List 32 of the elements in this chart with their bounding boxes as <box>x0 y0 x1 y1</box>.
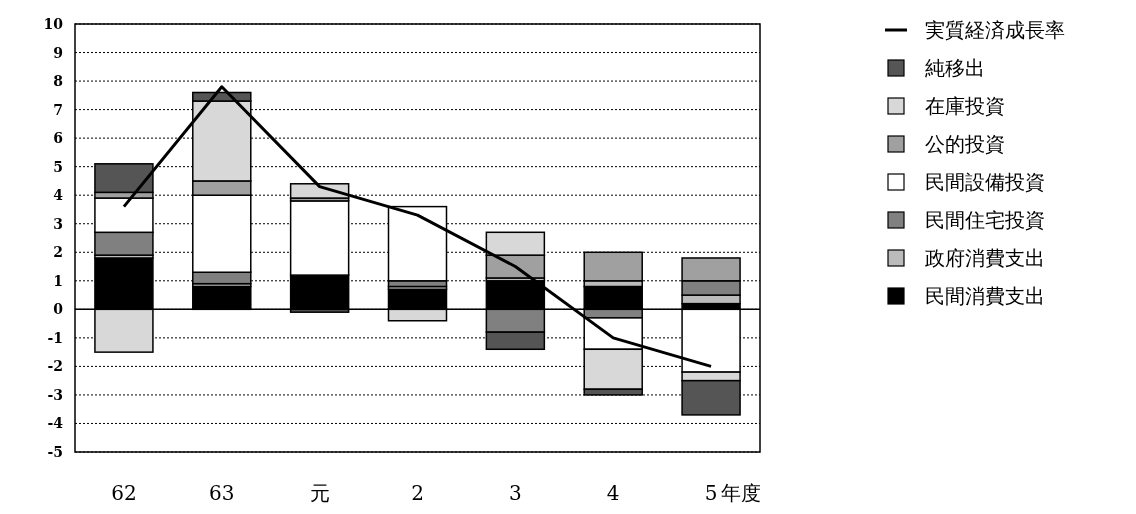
x-tick-label: 63 <box>209 481 235 505</box>
y-tick-label: 7 <box>53 101 63 118</box>
x-tick-label: 2 <box>411 481 424 505</box>
y-tick-label: -2 <box>47 358 63 375</box>
y-tick-label: 8 <box>53 73 63 90</box>
y-tick-label: -3 <box>47 386 63 403</box>
legend-label: 純移出 <box>925 56 985 80</box>
x-tick-label: 5 <box>704 481 718 505</box>
y-tick-label: -5 <box>47 444 63 460</box>
legend-label: 公的投資 <box>925 132 1005 156</box>
x-tick-label: 4 <box>606 481 620 505</box>
legend-label: 民間住宅投資 <box>925 208 1045 232</box>
y-tick-label: 0 <box>53 301 64 318</box>
x-tick-label: 62 <box>111 481 137 505</box>
y-tick-label: 4 <box>53 187 64 204</box>
y-tick-label: 10 <box>43 16 64 32</box>
y-tick-label: -1 <box>47 329 63 346</box>
x-tick-label: 3 <box>508 481 522 505</box>
y-tick-label: 9 <box>53 44 63 61</box>
y-tick-label: 2 <box>53 244 63 261</box>
legend-label: 民間設備投資 <box>925 170 1045 194</box>
legend-label: 実質経済成長率 <box>925 18 1065 42</box>
y-tick-label: 5 <box>53 158 63 175</box>
legend-label: 在庫投資 <box>925 94 1005 118</box>
y-tick-label: 1 <box>53 272 63 289</box>
legend-label: 民間消費支出 <box>925 284 1045 308</box>
y-tick-label: -4 <box>47 415 64 432</box>
y-tick-label: 3 <box>53 215 63 232</box>
x-tick-label: 元 <box>309 481 330 505</box>
y-tick-label: 6 <box>53 130 63 147</box>
legend-label: 政府消費支出 <box>925 246 1045 270</box>
x-axis-title: 年度 <box>721 481 762 505</box>
